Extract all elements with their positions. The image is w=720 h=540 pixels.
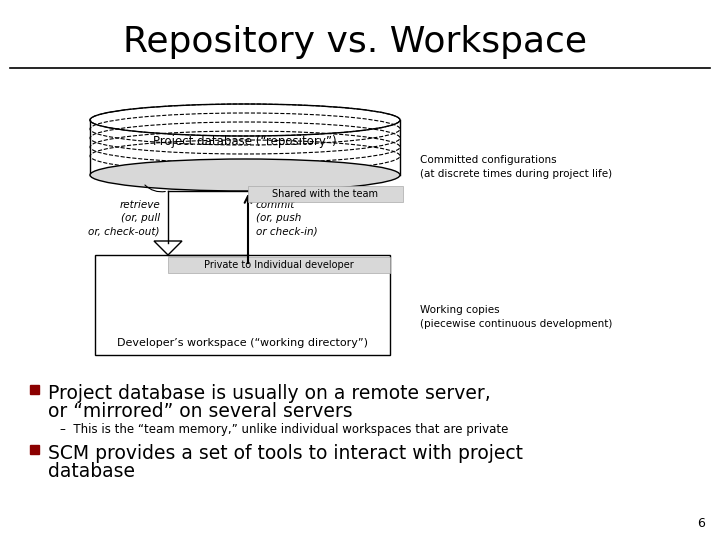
Bar bbox=[168, 257, 390, 273]
Bar bbox=[30, 385, 39, 394]
Bar bbox=[30, 445, 39, 454]
Text: Repository vs. Workspace: Repository vs. Workspace bbox=[123, 25, 587, 59]
Text: Committed configurations
(at discrete times during project life): Committed configurations (at discrete ti… bbox=[420, 155, 612, 179]
Bar bbox=[95, 255, 390, 355]
Text: SCM provides a set of tools to interact with project: SCM provides a set of tools to interact … bbox=[48, 444, 523, 463]
Ellipse shape bbox=[90, 159, 400, 191]
Text: Developer’s workspace (“working directory”): Developer’s workspace (“working director… bbox=[117, 338, 368, 348]
Text: or “mirrored” on several servers: or “mirrored” on several servers bbox=[48, 402, 353, 421]
Text: Project database (“repository”): Project database (“repository”) bbox=[153, 136, 337, 148]
Text: database: database bbox=[48, 462, 135, 481]
Text: 6: 6 bbox=[697, 517, 705, 530]
Bar bbox=[248, 186, 403, 202]
Text: –  This is the “team memory,” unlike individual workspaces that are private: – This is the “team memory,” unlike indi… bbox=[60, 423, 508, 436]
Text: Private to Individual developer: Private to Individual developer bbox=[204, 260, 354, 270]
Text: retrieve
(or, pull
or, check-out): retrieve (or, pull or, check-out) bbox=[89, 200, 160, 236]
Text: Working copies
(piecewise continuous development): Working copies (piecewise continuous dev… bbox=[420, 305, 613, 329]
Text: commit
(or, push
or check-in): commit (or, push or check-in) bbox=[256, 200, 318, 236]
Text: Project database is usually on a remote server,: Project database is usually on a remote … bbox=[48, 384, 491, 403]
Text: Shared with the team: Shared with the team bbox=[272, 189, 379, 199]
